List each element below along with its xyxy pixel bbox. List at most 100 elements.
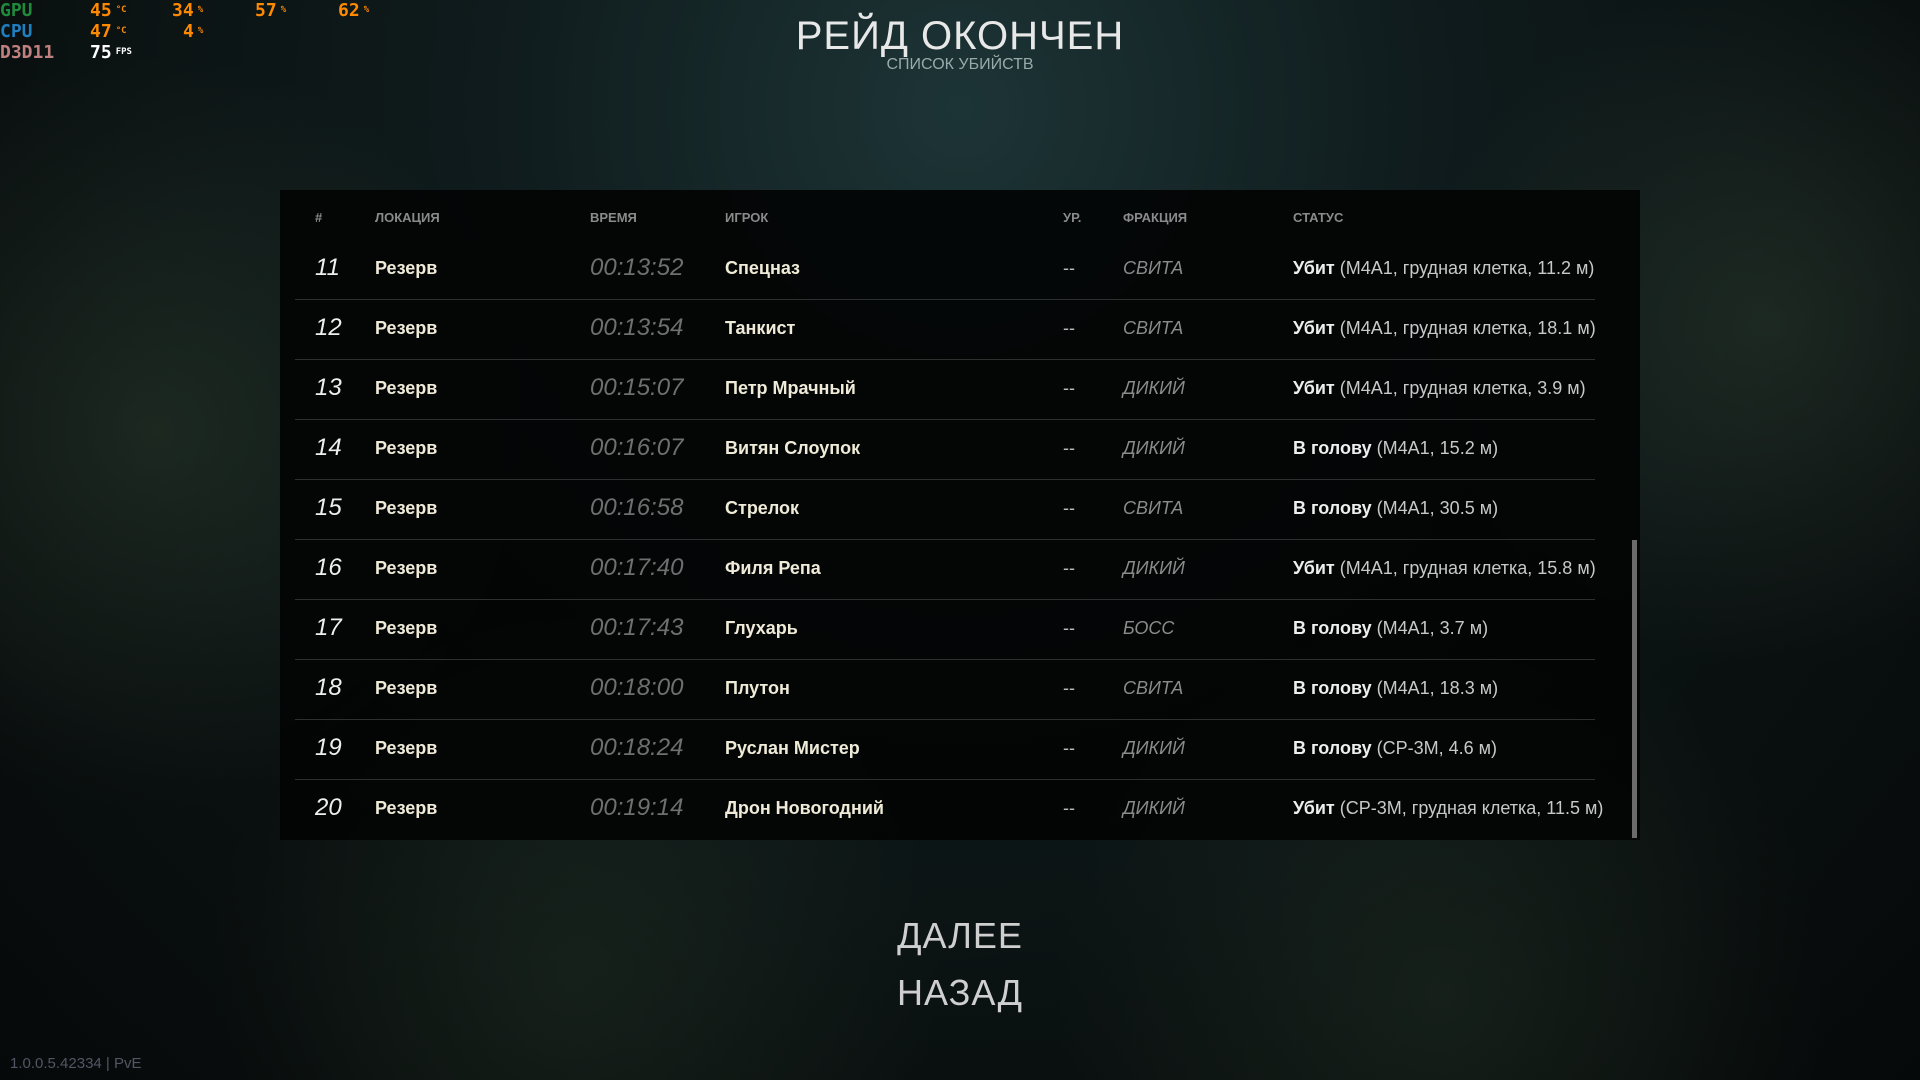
- col-time: ВРЕМЯ: [590, 210, 637, 225]
- row-level: --: [1063, 678, 1075, 698]
- row-location: Резерв: [375, 318, 438, 338]
- row-time: 00:16:58: [590, 494, 684, 521]
- row-time: 00:13:52: [590, 254, 684, 281]
- row-status: В голову (M4A1, 30.5 м): [1293, 498, 1498, 519]
- next-button[interactable]: ДАЛЕЕ: [897, 915, 1023, 956]
- row-time: 00:15:07: [590, 374, 684, 401]
- row-number: 15: [315, 494, 342, 521]
- status-detail: (СР-3М, 4.6 м): [1376, 738, 1498, 758]
- row-level: --: [1063, 258, 1075, 278]
- row-player: Танкист: [725, 318, 796, 338]
- row-location: Резерв: [375, 258, 438, 278]
- status-type: Убит: [1293, 798, 1335, 818]
- row-level: --: [1063, 738, 1075, 758]
- status-type: В голову: [1293, 738, 1372, 758]
- status-detail: (M4A1, грудная клетка, 11.2 м): [1339, 258, 1595, 278]
- row-faction: БОСС: [1123, 618, 1175, 638]
- row-player: Глухарь: [725, 618, 798, 638]
- row-faction: ДИКИЙ: [1123, 798, 1185, 818]
- row-time: 00:16:07: [590, 434, 684, 461]
- table-row: 12 Резерв 00:13:54 Танкист -- СВИТА Убит…: [295, 300, 1596, 360]
- row-location: Резерв: [375, 438, 438, 458]
- status-type: Убит: [1293, 378, 1335, 398]
- row-faction: ДИКИЙ: [1123, 738, 1185, 758]
- row-player: Руслан Мистер: [725, 738, 860, 758]
- page-subtitle: СПИСОК УБИЙСТВ: [886, 56, 1034, 73]
- col-num: #: [315, 210, 323, 225]
- row-time: 00:18:24: [590, 734, 684, 761]
- row-player: Витян Слоупок: [725, 438, 861, 458]
- table-row: 11 Резерв 00:13:52 Спецназ -- СВИТА Убит…: [295, 240, 1595, 300]
- table-row: 13 Резерв 00:15:07 Петр Мрачный -- ДИКИЙ…: [295, 360, 1595, 420]
- status-detail: (M4A1, 30.5 м): [1376, 498, 1499, 518]
- row-number: 19: [315, 734, 342, 761]
- fps: 75 FPS: [90, 42, 132, 63]
- row-player: Спецназ: [725, 258, 800, 278]
- row-time: 00:17:40: [590, 554, 684, 581]
- col-location: ЛОКАЦИЯ: [375, 210, 440, 225]
- row-status: Убит (M4A1, грудная клетка, 3.9 м): [1293, 378, 1586, 399]
- row-location: Резерв: [375, 498, 438, 518]
- row-status: Убит (M4A1, грудная клетка, 11.2 м): [1293, 258, 1594, 279]
- row-level: --: [1063, 798, 1075, 818]
- col-level: УР.: [1063, 210, 1082, 225]
- table-row: 18 Резерв 00:18:00 Плутон -- СВИТА В гол…: [295, 660, 1595, 720]
- row-level: --: [1063, 558, 1075, 578]
- row-location: Резерв: [375, 738, 438, 758]
- status-type: В голову: [1293, 678, 1372, 698]
- row-location: Резерв: [375, 558, 438, 578]
- col-faction: ФРАКЦИЯ: [1123, 210, 1188, 225]
- row-level: --: [1063, 318, 1075, 338]
- table-row: 19 Резерв 00:18:24 Руслан Мистер -- ДИКИ…: [295, 720, 1595, 780]
- status-type: В голову: [1293, 438, 1372, 458]
- row-time: 00:19:14: [590, 794, 684, 821]
- status-type: Убит: [1293, 558, 1335, 578]
- row-location: Резерв: [375, 678, 438, 698]
- row-level: --: [1063, 618, 1075, 638]
- cpu-label: CPU: [0, 21, 33, 42]
- row-level: --: [1063, 378, 1075, 398]
- row-player: Дрон Новогодний: [725, 798, 884, 818]
- col-player: ИГРОК: [725, 210, 769, 225]
- row-player: Петр Мрачный: [725, 378, 856, 398]
- status-detail: (СР-3М, грудная клетка, 11.5 м): [1339, 798, 1604, 818]
- cpu-temp: 47 °C: [90, 21, 127, 42]
- row-faction: ДИКИЙ: [1123, 558, 1185, 578]
- row-status: В голову (M4A1, 3.7 м): [1293, 618, 1488, 639]
- status-type: Убит: [1293, 258, 1335, 278]
- scrollbar[interactable]: [1632, 540, 1637, 838]
- gpu-load: 34%: [172, 0, 204, 21]
- row-status: Убит (M4A1, грудная клетка, 15.8 м): [1293, 558, 1596, 579]
- table-row: 14 Резерв 00:16:07 Витян Слоупок -- ДИКИ…: [295, 420, 1595, 480]
- status-detail: (M4A1, 18.3 м): [1376, 678, 1499, 698]
- status-detail: (M4A1, грудная клетка, 15.8 м): [1339, 558, 1596, 578]
- row-number: 14: [315, 434, 342, 461]
- back-button[interactable]: НАЗАД: [897, 972, 1023, 1013]
- cpu-load: 4%: [183, 21, 204, 42]
- row-number: 12: [315, 314, 342, 341]
- row-status: В голову (СР-3М, 4.6 м): [1293, 738, 1497, 759]
- row-location: Резерв: [375, 378, 438, 398]
- row-number: 11: [315, 254, 340, 281]
- gpu-value-3: 57%: [255, 0, 287, 21]
- row-player: Стрелок: [725, 498, 800, 518]
- status-detail: (M4A1, 3.7 м): [1376, 618, 1489, 638]
- status-type: В голову: [1293, 618, 1372, 638]
- status-detail: (M4A1, грудная клетка, 3.9 м): [1339, 378, 1586, 398]
- row-faction: ДИКИЙ: [1123, 378, 1185, 398]
- row-level: --: [1063, 498, 1075, 518]
- status-type: Убит: [1293, 318, 1335, 338]
- row-faction: СВИТА: [1123, 498, 1184, 518]
- table-header: # ЛОКАЦИЯ ВРЕМЯ ИГРОК УР. ФРАКЦИЯ СТАТУС: [280, 210, 1640, 230]
- row-player: Плутон: [725, 678, 790, 698]
- row-faction: СВИТА: [1123, 318, 1184, 338]
- gpu-label: GPU: [0, 0, 33, 21]
- status-detail: (M4A1, грудная клетка, 18.1 м): [1339, 318, 1596, 338]
- table-row: 16 Резерв 00:17:40 Филя Репа -- ДИКИЙ Уб…: [295, 540, 1596, 600]
- row-number: 18: [315, 674, 342, 701]
- row-time: 00:13:54: [590, 314, 684, 341]
- row-number: 20: [315, 794, 342, 821]
- row-number: 13: [315, 374, 342, 401]
- table-row: 17 Резерв 00:17:43 Глухарь -- БОСС В гол…: [295, 600, 1595, 660]
- row-faction: СВИТА: [1123, 678, 1184, 698]
